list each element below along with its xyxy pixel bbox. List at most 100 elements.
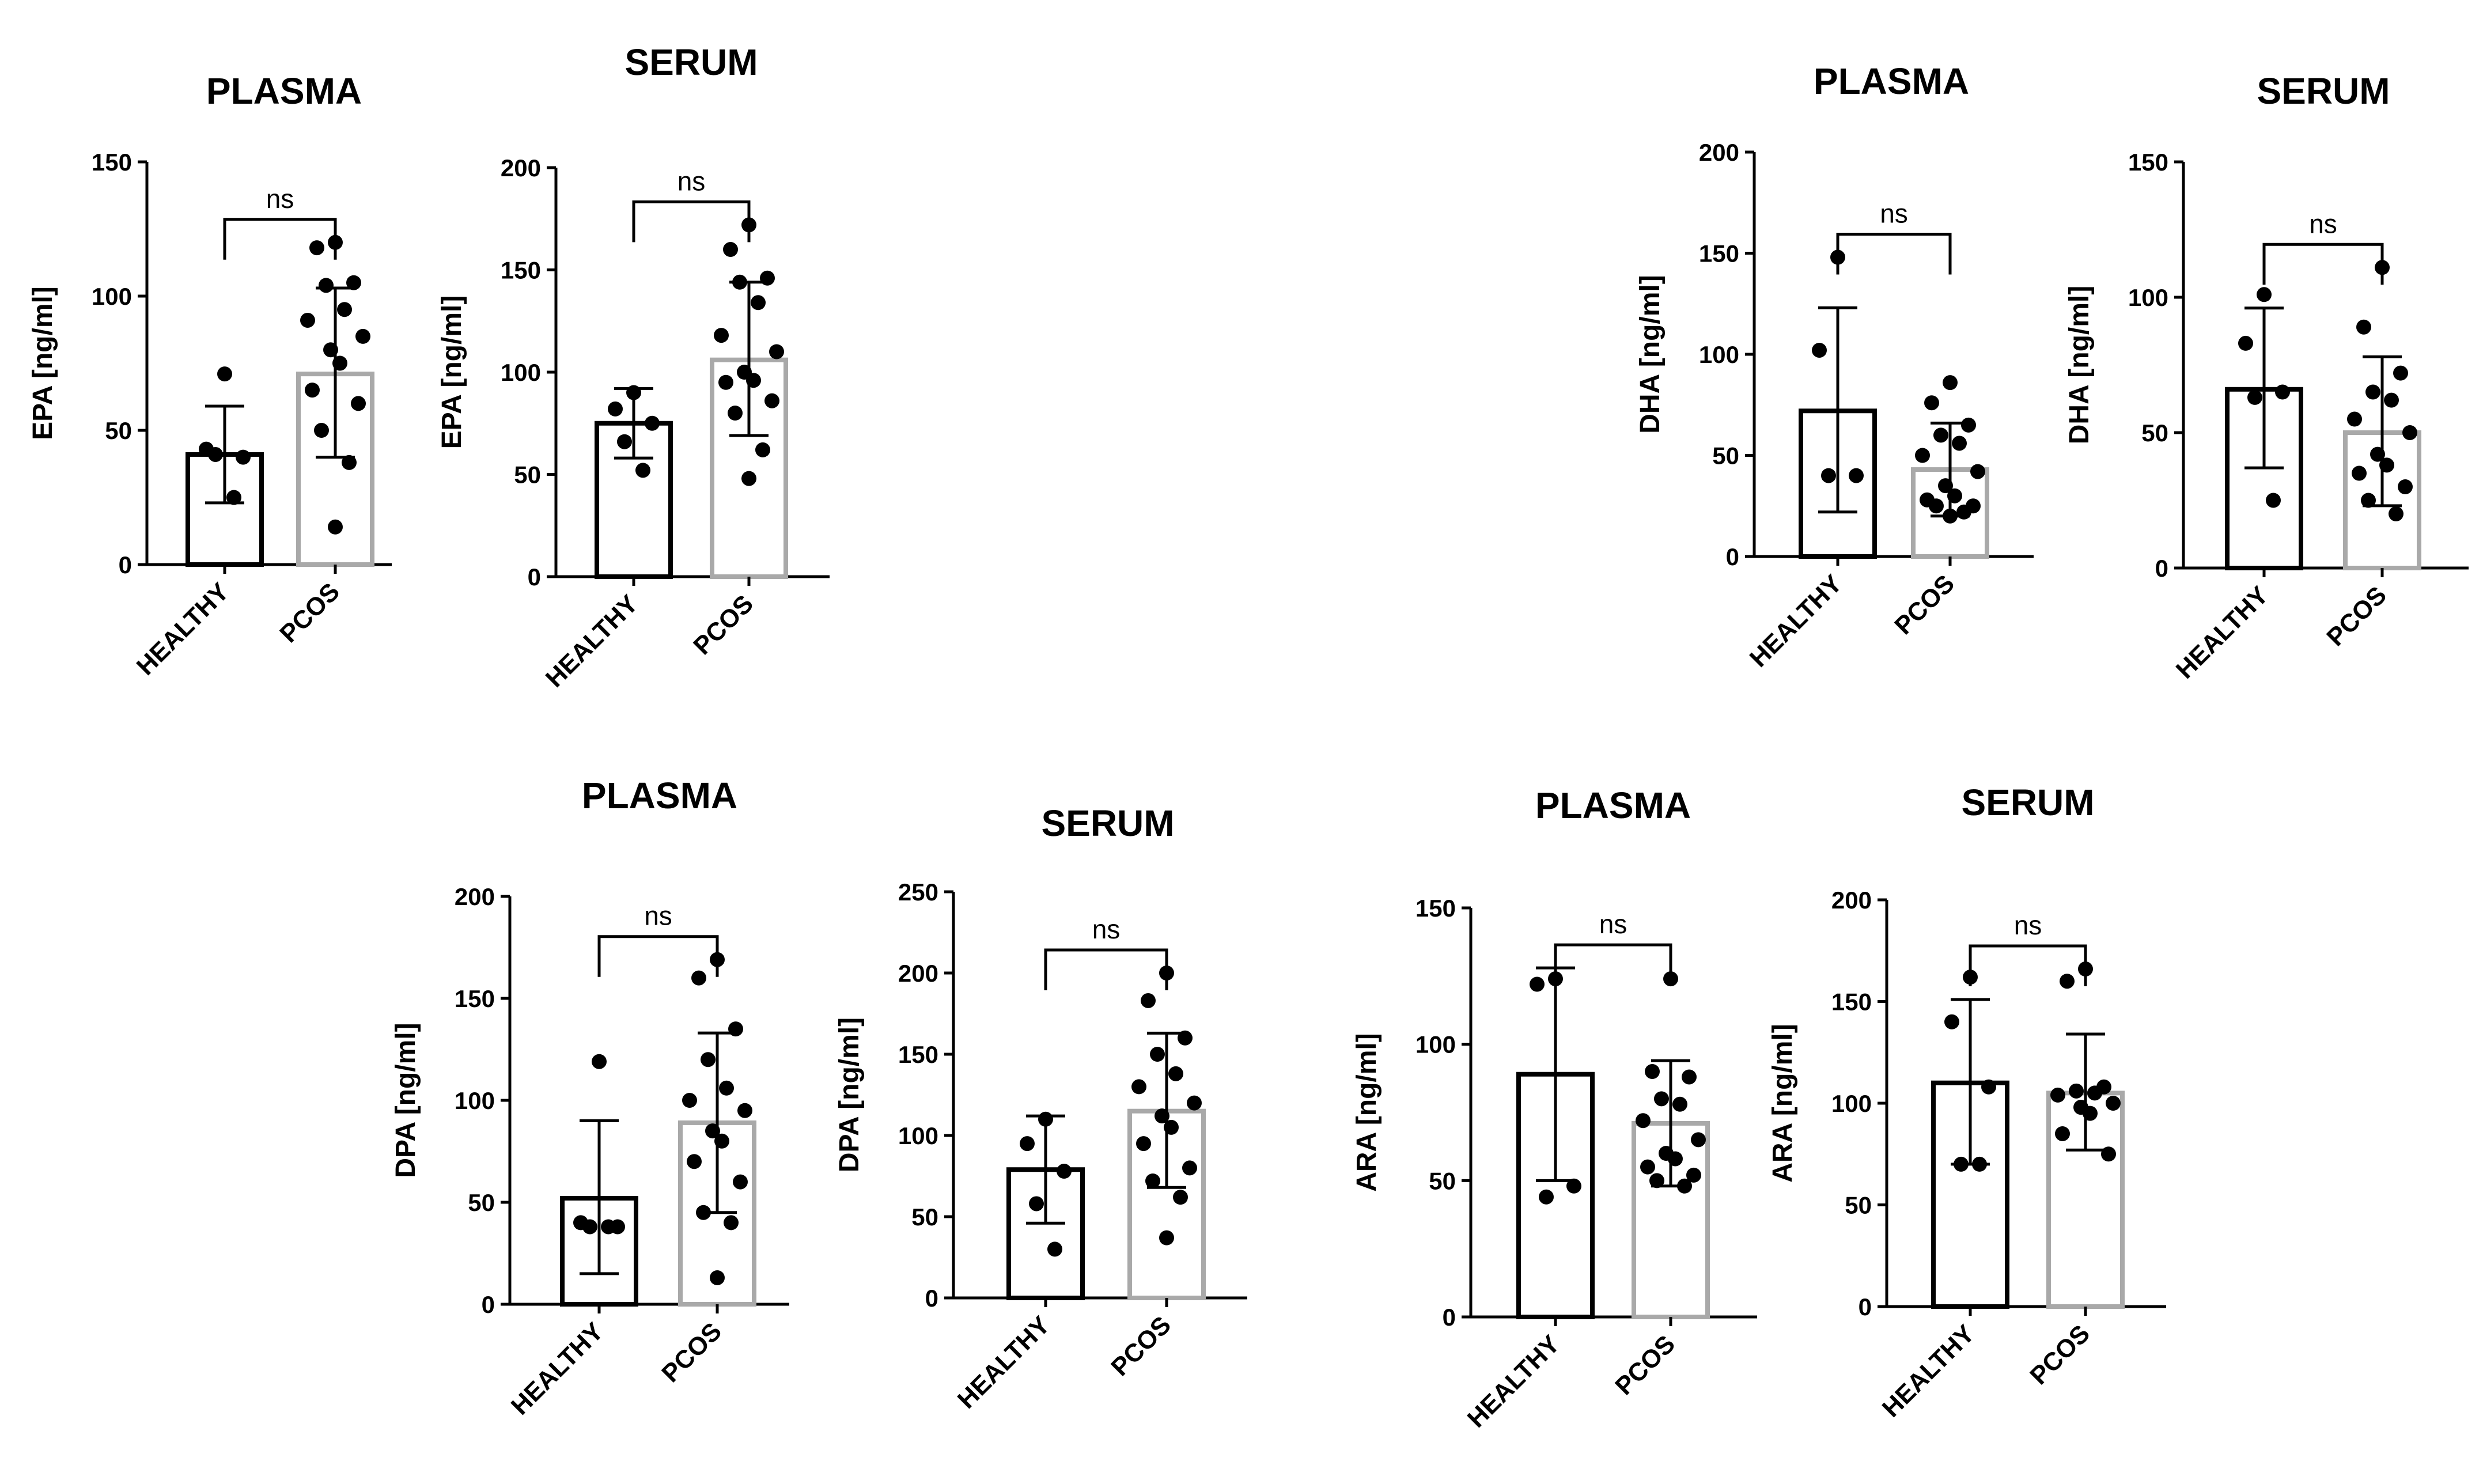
data-point [328,519,343,535]
data-point [1136,1136,1151,1152]
data-point [1038,1111,1053,1127]
data-point [2384,392,2399,408]
significance-bracket [1554,943,1672,986]
data-point [635,463,650,478]
y-axis-label: DHA [ng/ml] [1635,275,1666,434]
data-point [582,1219,597,1235]
data-point [1821,468,1836,483]
y-tick-label: 50 [2141,419,2168,446]
data-point [1649,1173,1664,1188]
y-tick-label: 100 [1831,1090,1872,1117]
data-point [2266,493,2281,508]
data-point [1954,1156,1969,1172]
chart-panel: SERUM 0 50 100 150 200 EPA [ng/ml] HEALTHY PCOS n… [437,41,830,693]
data-point [1981,1079,1996,1095]
data-point [1640,1159,1655,1175]
data-point [2055,1126,2070,1141]
x-tick-label: HEALTHY [1744,569,1848,672]
y-tick-label: 100 [92,283,132,310]
data-point [2389,506,2403,521]
data-point [1636,1113,1651,1129]
y-tick-label: 50 [105,417,132,444]
data-point [2275,384,2290,400]
data-point [2101,1146,2116,1162]
data-point [764,393,779,408]
y-tick-label: 200 [1699,139,1739,166]
data-point [2257,287,2272,302]
y-tick-label: 200 [1831,887,1872,914]
data-point [309,240,324,256]
data-point [1947,488,1962,504]
significance-label: ns [1599,909,1627,939]
data-point [728,406,743,421]
data-point [2365,384,2380,400]
chart-title: PLASMA [206,70,362,112]
data-point [1173,1190,1188,1205]
data-point [1915,448,1930,463]
data-point [2083,1106,2098,1121]
x-tick-label: PCOS [1889,569,1960,640]
data-point [760,270,775,286]
data-point [751,295,766,311]
data-point [1047,1241,1062,1257]
data-point [705,1123,720,1139]
data-point [724,1215,739,1231]
data-point [1929,498,1944,514]
data-point [1933,427,1948,443]
y-tick-label: 0 [1726,543,1739,570]
data-point [305,383,320,398]
data-point [1182,1160,1197,1176]
x-tick-label: PCOS [688,589,759,660]
data-point [1686,1167,1701,1183]
y-tick-label: 0 [482,1291,495,1318]
data-point [1150,1047,1165,1062]
data-point [741,471,756,486]
data-point [2060,974,2075,989]
y-tick-label: 50 [468,1189,495,1216]
chart-panel: SERUM 0 50 100 150 200 ARA [ng/ml] HEALTHY PCOS n… [1767,782,2166,1423]
data-point [1924,395,1939,411]
data-point [323,342,338,358]
significance-label: ns [2014,910,2042,940]
y-tick-label: 200 [898,960,938,987]
data-point [718,374,733,390]
y-tick-label: 0 [1859,1293,1872,1320]
data-point [737,1103,752,1118]
data-point [687,1154,702,1169]
significance-bracket [223,218,337,260]
data-point [1141,993,1156,1008]
chart-title: PLASMA [1814,60,1969,102]
significance-label: ns [1880,199,1908,229]
chart-title: PLASMA [582,775,737,816]
data-point [626,385,641,400]
y-tick-label: 100 [455,1087,495,1114]
significance-label: ns [2309,209,2337,238]
y-tick-label: 0 [2155,555,2168,582]
data-point [1187,1095,1202,1111]
data-point [2106,1096,2121,1111]
data-point [300,312,315,328]
chart-title: SERUM [1961,782,2094,823]
chart-title: SERUM [1041,802,1174,844]
significance-bracket [597,935,719,977]
data-point [342,455,357,470]
data-point [1539,1189,1554,1205]
data-point [755,442,770,457]
y-tick-label: 50 [1712,442,1739,470]
y-tick-label: 0 [528,563,541,590]
significance-bracket [1044,948,1168,990]
x-tick-label: HEALTHY [1877,1319,1980,1422]
significance-bracket [1969,944,2087,987]
chart-panel: PLASMA 0 50 100 150 200 DPA [ng/ml] HEALTHY PCOS… [391,775,789,1421]
data-point [2402,425,2417,440]
significance-bracket [1836,233,1952,275]
data-point [2356,319,2371,335]
data-point [1812,342,1827,358]
data-point [733,1174,748,1190]
data-point [1159,1230,1174,1246]
data-point [1691,1132,1706,1148]
data-point [1668,1151,1683,1167]
y-tick-label: 200 [501,154,541,181]
x-tick-label: PCOS [2024,1319,2095,1390]
